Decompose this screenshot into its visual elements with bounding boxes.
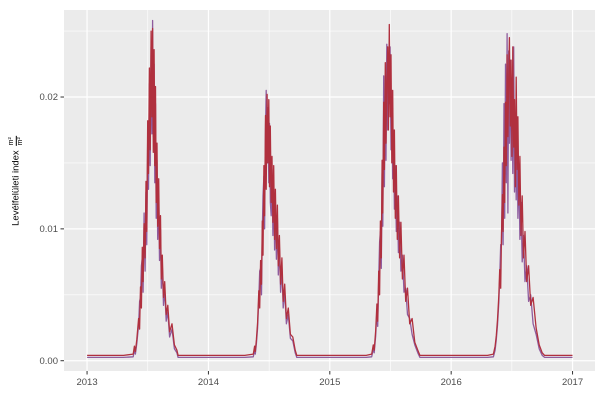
y-axis-title: Levélfelületi index m² m² [7,136,24,226]
x-tick-label: 2013 [76,377,97,388]
y-tick-label: 0.02 [40,92,59,103]
y-tick-label: 0.00 [40,356,59,367]
x-tick-label: 2014 [198,377,219,388]
y-axis-units-numerator: m² [7,136,17,147]
red-line-series [87,23,573,357]
y-axis-title-text: Levélfelületi index [10,150,22,226]
x-tick-label: 2015 [319,377,340,388]
y-tick-label: 0.01 [40,224,59,235]
y-axis-units-denominator: m² [16,137,24,146]
x-tick-label: 2017 [562,377,583,388]
x-tick-label: 2016 [441,377,462,388]
y-axis-units-fraction: m² m² [7,136,24,147]
